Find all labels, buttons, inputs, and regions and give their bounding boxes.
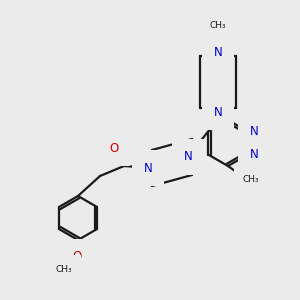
Text: O: O (110, 142, 118, 154)
Text: N: N (250, 148, 258, 161)
Text: N: N (214, 106, 222, 118)
Text: O: O (72, 250, 82, 263)
Text: N: N (144, 161, 152, 175)
Text: N: N (214, 46, 222, 59)
Text: CH₃: CH₃ (210, 22, 226, 31)
Text: CH₃: CH₃ (56, 265, 72, 274)
Text: N: N (250, 125, 258, 138)
Text: N: N (184, 151, 192, 164)
Text: CH₃: CH₃ (243, 176, 259, 184)
